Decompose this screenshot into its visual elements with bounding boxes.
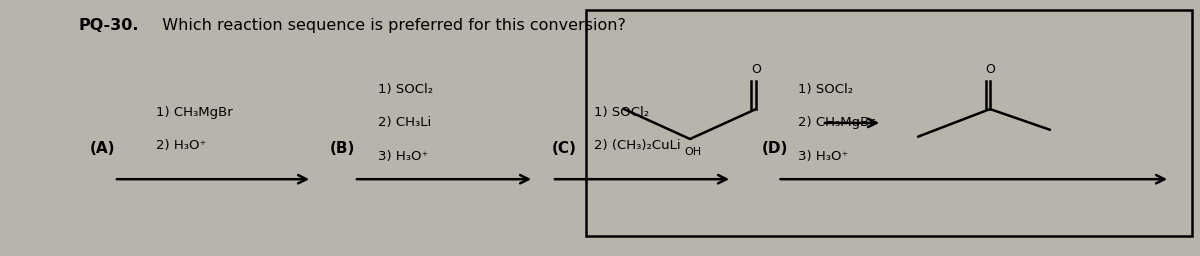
Text: (B): (B) — [330, 141, 355, 156]
Text: (C): (C) — [552, 141, 577, 156]
Text: 2) H₃O⁺: 2) H₃O⁺ — [156, 140, 206, 152]
Text: Which reaction sequence is preferred for this conversion?: Which reaction sequence is preferred for… — [152, 18, 626, 33]
Text: 1) SOCl₂: 1) SOCl₂ — [594, 106, 649, 119]
Text: OH: OH — [685, 147, 702, 157]
Text: O: O — [985, 63, 995, 76]
Text: 2) CH₃MgBr: 2) CH₃MgBr — [798, 116, 875, 129]
Text: (D): (D) — [762, 141, 788, 156]
Text: 1) CH₃MgBr: 1) CH₃MgBr — [156, 106, 233, 119]
Text: O: O — [751, 63, 761, 76]
Text: 1) SOCl₂: 1) SOCl₂ — [798, 83, 853, 96]
Text: 1) SOCl₂: 1) SOCl₂ — [378, 83, 433, 96]
Bar — [586, 10, 1192, 236]
Text: (A): (A) — [90, 141, 115, 156]
Text: 2) CH₃Li: 2) CH₃Li — [378, 116, 431, 129]
Text: 3) H₃O⁺: 3) H₃O⁺ — [798, 150, 848, 163]
Text: PQ-30.: PQ-30. — [78, 18, 138, 33]
Text: 3) H₃O⁺: 3) H₃O⁺ — [378, 150, 428, 163]
Text: 2) (CH₃)₂CuLi: 2) (CH₃)₂CuLi — [594, 140, 680, 152]
